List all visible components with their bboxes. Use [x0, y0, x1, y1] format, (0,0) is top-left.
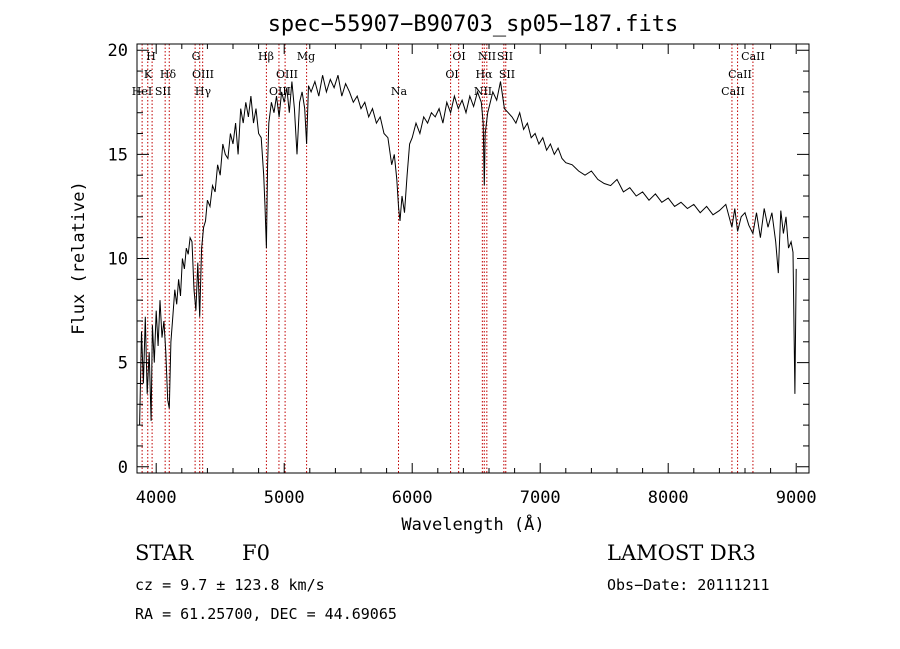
plot-frame	[136, 43, 810, 474]
y-tick-label: 15	[108, 145, 128, 165]
spectral-line-label: Mg	[297, 50, 315, 63]
spectral-line-label: Hγ	[195, 85, 212, 98]
y-tick-label: 5	[118, 354, 128, 374]
x-tick-label: 7000	[520, 488, 561, 508]
x-tick-label: 4000	[136, 488, 177, 508]
y-tick-label: 20	[108, 41, 128, 61]
spectral-line-label: Hδ	[160, 68, 177, 81]
star-subclass: F0	[242, 541, 270, 565]
coordinates: RA = 61.25700, DEC = 44.69065	[135, 605, 397, 623]
y-axis-label: Flux (relative)	[69, 181, 89, 335]
chart-title: spec−55907−B90703_sp05−187.fits	[268, 12, 679, 37]
spectral-line-label: H	[146, 50, 156, 63]
spectral-line-label: CaII	[721, 85, 745, 98]
x-tick-label: 9000	[776, 488, 817, 508]
spectrum-line	[139, 75, 797, 426]
spectral-line-label: OI	[445, 68, 458, 81]
spectral-line-label: SII	[497, 50, 513, 63]
spectral-line-label: OIII	[276, 68, 298, 81]
x-tick-label: 6000	[392, 488, 433, 508]
spectral-line-label: SII	[155, 85, 171, 98]
y-axis: 0 5 10 15 20	[108, 41, 809, 478]
survey-name: LAMOST DR3	[607, 541, 756, 565]
redshift-cz: cz = 9.7 ± 123.8 km/s	[135, 576, 325, 594]
spectral-line-label: G	[192, 50, 201, 63]
y-tick-label: 10	[108, 250, 128, 270]
spectral-line-label: Na	[391, 85, 408, 98]
spectral-line-label: NII	[478, 50, 496, 63]
line-marker-layer	[141, 44, 754, 473]
star-class: STAR	[135, 541, 194, 565]
spectral-line-label: Hα	[475, 68, 493, 81]
spectral-line-label: CaII	[728, 68, 752, 81]
spectral-line-label: K	[144, 68, 153, 81]
x-axis: 4000 5000 6000 7000 8000 9000	[136, 44, 817, 508]
x-tick-label: 5000	[264, 488, 305, 508]
x-tick-label: 8000	[648, 488, 689, 508]
x-axis-label: Wavelength (Å)	[401, 513, 544, 535]
spectral-line-label: SII	[499, 68, 515, 81]
spectral-line-label: OIII	[192, 68, 214, 81]
spectral-line-label: Hβ	[258, 50, 274, 63]
observation-date: Obs−Date: 20111211	[607, 576, 770, 594]
y-tick-label: 0	[118, 458, 128, 478]
spectral-line-label: CaII	[741, 50, 765, 63]
spectral-line-label: OI	[452, 50, 465, 63]
